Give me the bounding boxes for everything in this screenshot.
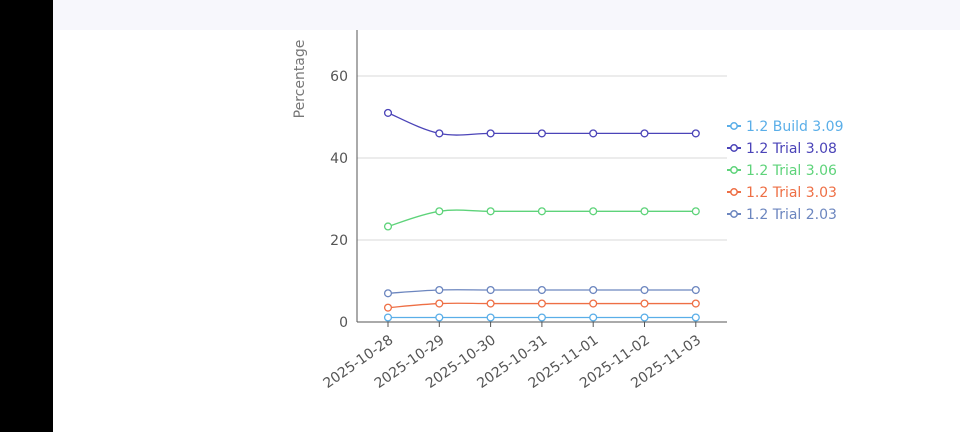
legend-item[interactable]: 1.2 Build 3.09 [727, 119, 843, 135]
data-point [383, 222, 393, 231]
legend-marker [730, 144, 738, 152]
data-point [691, 129, 700, 138]
data-point [691, 313, 700, 322]
legend-label: 1.2 Trial 3.06 [746, 163, 837, 179]
legend-marker [730, 166, 738, 174]
data-point [383, 313, 393, 322]
y-axis-title: Percentage [292, 40, 308, 119]
data-point [486, 299, 495, 308]
legend-marker [730, 188, 738, 196]
data-point [383, 289, 393, 298]
data-point [691, 207, 700, 216]
y-tick-label: 40 [330, 151, 348, 167]
legend-label: 1.2 Trial 3.08 [746, 141, 837, 157]
data-point [640, 285, 649, 295]
legend-item[interactable]: 1.2 Trial 3.03 [727, 185, 837, 201]
data-point [435, 313, 444, 322]
legend[interactable]: 1.2 Build 3.09 1.2 Trial 3.08 1.2 Trial 3.… [727, 119, 843, 223]
legend-item[interactable]: 1.2 Trial 3.06 [727, 163, 837, 179]
y-tick-label: 60 [330, 69, 348, 85]
legend-marker [730, 122, 738, 130]
data-point [537, 285, 546, 295]
y-tick-label: 20 [330, 233, 348, 249]
x-tick-labels: 2025-10-282025-10-292025-10-302025-10-31… [320, 322, 704, 392]
top-band [53, 0, 960, 30]
data-point [537, 299, 546, 308]
data-point [589, 313, 598, 322]
series-lines [383, 108, 700, 322]
legend-label: 1.2 Build 3.09 [746, 119, 843, 135]
data-point [486, 207, 495, 216]
data-point [537, 207, 546, 216]
data-point [691, 285, 700, 295]
data-point [589, 299, 598, 308]
data-point [486, 129, 495, 138]
data-point [537, 129, 546, 138]
data-point [383, 303, 393, 312]
data-point [691, 299, 700, 308]
data-point [537, 313, 546, 322]
data-point [589, 285, 598, 295]
legend-label: 1.2 Trial 3.03 [746, 185, 837, 201]
data-point [589, 129, 598, 138]
data-point [589, 207, 598, 216]
gridlines [357, 75, 727, 241]
data-point [640, 207, 649, 216]
data-point [383, 108, 393, 117]
legend-label: 1.2 Trial 2.03 [746, 207, 837, 223]
data-point [640, 129, 649, 138]
axes [356, 30, 727, 323]
left-black-strip [0, 0, 53, 432]
data-point [435, 299, 444, 308]
data-point [435, 129, 444, 138]
data-point [486, 285, 495, 295]
data-point [640, 299, 649, 308]
y-tick-label: 0 [339, 315, 348, 331]
data-point [435, 285, 444, 295]
legend-marker [730, 210, 738, 218]
y-tick-labels: 0 20 40 60 [330, 69, 348, 331]
data-point [435, 207, 444, 216]
data-point [486, 313, 495, 322]
legend-item[interactable]: 1.2 Trial 3.08 [727, 141, 837, 157]
legend-item[interactable]: 1.2 Trial 2.03 [727, 207, 837, 223]
data-point [640, 313, 649, 322]
